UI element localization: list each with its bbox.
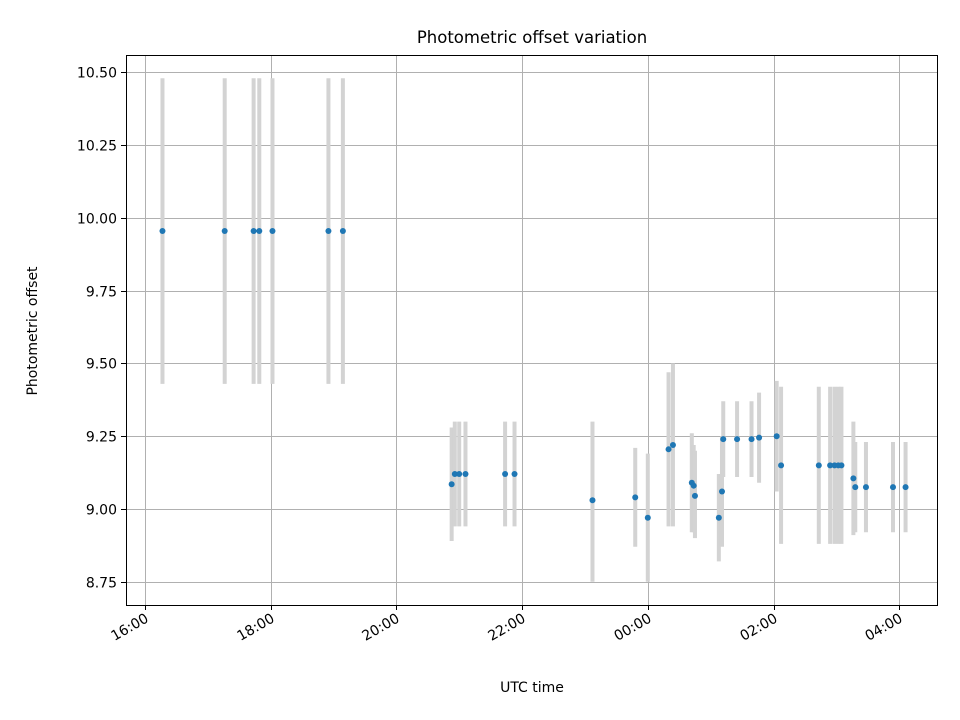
data-point xyxy=(691,492,698,499)
data-point xyxy=(448,481,455,488)
grid-lines xyxy=(126,55,937,605)
data-point xyxy=(269,228,276,235)
data-point xyxy=(589,497,596,504)
data-point xyxy=(862,484,869,491)
plot-frame xyxy=(126,55,938,606)
data-point xyxy=(451,471,458,478)
data-point xyxy=(669,441,676,448)
data-point xyxy=(852,484,859,491)
data-point xyxy=(644,514,651,521)
data-point xyxy=(734,436,741,443)
data-point xyxy=(632,494,639,501)
data-point xyxy=(773,433,780,440)
y-tick-label: 8.75 xyxy=(86,576,117,592)
data-point xyxy=(159,228,166,235)
data-points xyxy=(159,228,909,521)
data-point xyxy=(462,471,469,478)
x-axis-label: UTC time xyxy=(500,680,564,696)
data-point xyxy=(756,434,763,441)
data-point xyxy=(718,488,725,495)
y-axis-label: Photometric offset xyxy=(25,266,41,396)
data-point xyxy=(221,228,228,235)
data-point xyxy=(720,436,727,443)
y-axis-ticks: 8.75 9.00 9.25 9.50 9.75 10.00 10.25 10.50 xyxy=(77,66,126,592)
y-tick-label: 9.00 xyxy=(86,503,117,519)
data-point xyxy=(902,484,909,491)
y-tick-label: 9.75 xyxy=(86,285,117,301)
y-tick-label: 10.50 xyxy=(77,66,117,82)
chart-title: Photometric offset variation xyxy=(417,28,647,47)
data-point xyxy=(339,228,346,235)
y-tick-label: 10.00 xyxy=(77,212,117,228)
data-point xyxy=(325,228,332,235)
data-point xyxy=(815,462,822,469)
y-tick-label: 9.25 xyxy=(86,430,117,446)
y-tick-label: 10.25 xyxy=(77,139,117,155)
data-point xyxy=(889,484,896,491)
data-point xyxy=(778,462,785,469)
data-point xyxy=(715,514,722,521)
data-point xyxy=(256,228,263,235)
data-point xyxy=(250,228,257,235)
data-point xyxy=(511,471,518,478)
data-point xyxy=(665,446,672,453)
y-tick-label: 9.50 xyxy=(86,357,117,373)
data-point xyxy=(690,482,697,489)
data-point xyxy=(748,436,755,443)
data-point xyxy=(827,462,834,469)
data-point xyxy=(850,475,857,482)
data-point xyxy=(502,471,509,478)
data-point xyxy=(456,471,463,478)
data-point xyxy=(838,462,845,469)
